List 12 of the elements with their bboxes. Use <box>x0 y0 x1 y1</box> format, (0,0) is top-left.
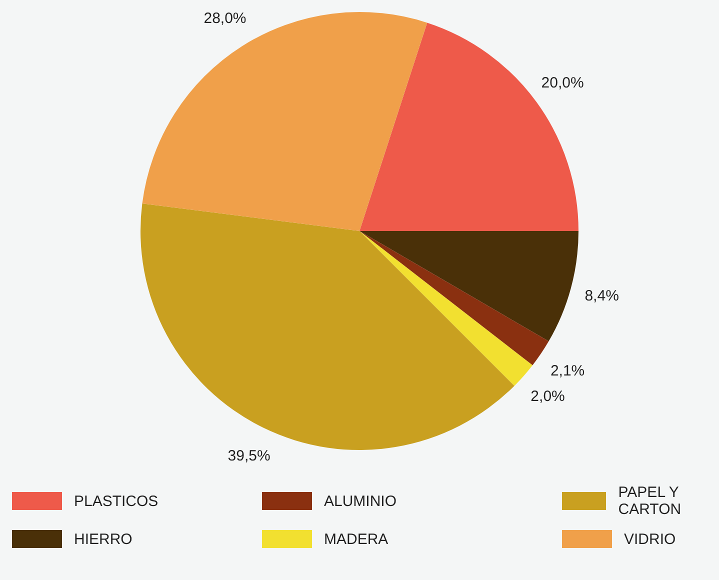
data-label: 2,1% <box>550 362 585 380</box>
legend-label: VIDRIO <box>624 530 676 548</box>
legend-label: MADERA <box>324 530 388 548</box>
legend-label: PAPEL Y CARTON <box>618 484 682 518</box>
legend-label: HIERRO <box>74 530 132 548</box>
legend-label: PLASTICOS <box>74 492 158 510</box>
data-label: 8,4% <box>584 288 619 305</box>
data-label: 2,0% <box>530 388 565 406</box>
data-label: 20,0% <box>541 74 584 92</box>
data-label: 28,0% <box>204 10 246 28</box>
legend-label: ALUMINIO <box>324 492 397 510</box>
data-label: 39,5% <box>228 448 270 465</box>
